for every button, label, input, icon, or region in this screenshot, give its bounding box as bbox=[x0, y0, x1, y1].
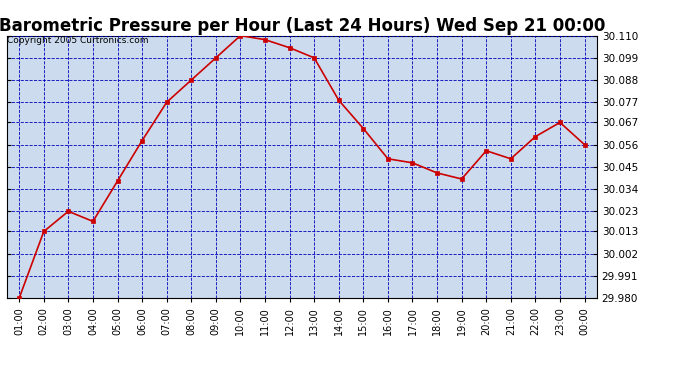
Text: Copyright 2005 Curtronics.com: Copyright 2005 Curtronics.com bbox=[7, 36, 148, 45]
Title: Barometric Pressure per Hour (Last 24 Hours) Wed Sep 21 00:00: Barometric Pressure per Hour (Last 24 Ho… bbox=[0, 18, 605, 36]
